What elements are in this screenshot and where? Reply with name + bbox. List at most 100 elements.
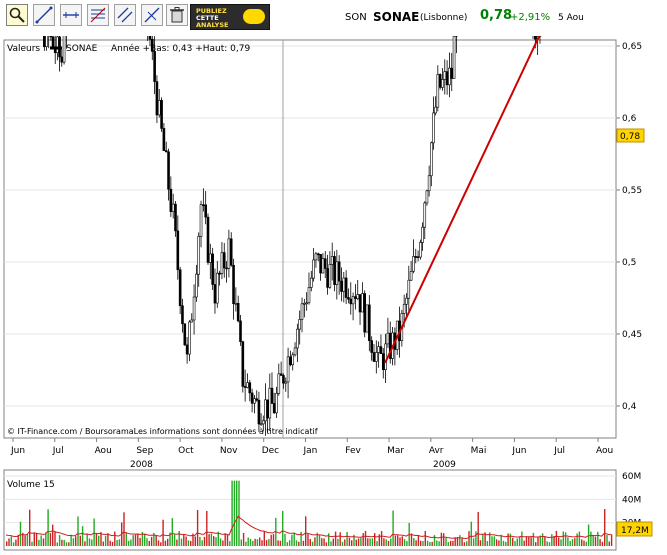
candle-body — [296, 328, 299, 349]
volume-bar — [45, 532, 47, 546]
last-volume-box — [616, 521, 653, 537]
line-icon — [35, 6, 53, 24]
candle-body — [333, 256, 336, 285]
candle-body — [259, 423, 263, 426]
candle-body — [384, 343, 387, 371]
volume-bar — [160, 542, 162, 546]
volume-bar — [116, 540, 118, 546]
volume-bar — [311, 541, 314, 546]
parallel-line-tool-button[interactable] — [114, 4, 136, 26]
candle-body — [379, 346, 383, 354]
volume-bar — [355, 539, 357, 546]
volume-bar — [369, 538, 371, 546]
candle-body — [268, 387, 272, 419]
volume-bar — [270, 534, 272, 546]
volume-bar — [512, 537, 514, 546]
candle-body — [419, 242, 422, 258]
candle-body — [344, 277, 348, 298]
candle-body — [213, 284, 217, 304]
trend-line-tool-button[interactable] — [141, 4, 163, 26]
volume-bar — [22, 532, 24, 546]
candle-body — [330, 256, 334, 265]
x-tick-label: Aou — [596, 446, 613, 456]
candle-body — [291, 354, 295, 366]
fibonacci-tool-button[interactable] — [87, 4, 109, 26]
volume-bar — [226, 535, 229, 546]
horizontal-line-tool-button[interactable] — [60, 4, 82, 26]
volume-bar — [318, 534, 321, 546]
candle-body — [450, 67, 454, 79]
volume-bar — [541, 533, 544, 546]
x-tick-label: Nov — [220, 446, 238, 456]
volume-bar — [42, 538, 45, 546]
year-label-2008: 2008 — [130, 460, 153, 470]
x-tick-label: Avr — [429, 446, 444, 456]
volume-bar — [75, 536, 77, 546]
volume-bar — [68, 542, 70, 546]
last-volume-label: 17,2M — [621, 526, 649, 536]
x-tick-label: Mai — [471, 446, 487, 456]
parallel-line-icon — [117, 7, 133, 23]
volume-bar — [530, 537, 532, 546]
volume-bar — [114, 531, 116, 546]
volume-bar — [447, 542, 449, 546]
candle-body — [441, 79, 444, 88]
quote-market: (Lisbonne) — [420, 13, 468, 23]
trendline[interactable] — [384, 0, 616, 364]
volume-bar — [238, 480, 240, 546]
volume-bar — [601, 541, 604, 546]
volume-bar — [571, 539, 574, 546]
volume-bar — [608, 541, 610, 546]
candle-body — [220, 252, 224, 274]
volume-bar — [562, 531, 564, 546]
zoom-tool-button[interactable] — [6, 4, 28, 26]
candle-body — [257, 399, 261, 425]
volume-bar — [378, 534, 380, 546]
volume-bar — [574, 538, 576, 546]
candle-body — [277, 373, 281, 394]
candle-body — [169, 188, 173, 212]
candle-body — [197, 236, 201, 275]
volume-bar — [194, 536, 196, 546]
volume-bar — [91, 539, 93, 546]
candle-body — [319, 254, 322, 274]
volume-bar — [606, 534, 608, 546]
volume-bar — [495, 539, 498, 546]
volume-bar — [346, 531, 348, 546]
candle-body — [190, 319, 194, 323]
volume-bar — [459, 535, 461, 546]
volume-bar — [144, 533, 146, 546]
volume-bar — [422, 541, 424, 546]
volume-bar — [521, 531, 523, 546]
candle-body — [402, 303, 406, 314]
delete-drawings-button[interactable] — [166, 4, 188, 26]
volume-bar — [523, 540, 525, 546]
volume-bar — [604, 509, 606, 546]
volume-bar — [77, 516, 79, 546]
candle-body — [239, 320, 242, 342]
draw-line-tool-button[interactable] — [33, 4, 55, 26]
publish-analysis-banner[interactable]: PUBLIEZ CETTE ANALYSE — [190, 4, 270, 30]
volume-bar — [484, 532, 486, 546]
volume-bar — [104, 535, 107, 546]
candle-body — [62, 33, 66, 63]
candle-body — [300, 303, 304, 320]
candle-body — [432, 112, 435, 144]
candle-body — [264, 399, 267, 422]
volume-bar — [456, 536, 459, 546]
candle-body — [293, 347, 297, 356]
volume-bar — [525, 536, 528, 546]
volume-bar — [81, 526, 84, 546]
volume-bar — [134, 534, 137, 546]
volume-bar — [475, 531, 477, 546]
candle-body — [227, 238, 231, 269]
volume-bar — [98, 535, 100, 546]
volume-bar — [461, 538, 463, 546]
volume-bar — [328, 533, 330, 546]
volume-bar — [141, 531, 144, 546]
candle-body — [314, 253, 318, 261]
volume-bar — [229, 541, 231, 546]
x-tick-label: Fev — [345, 446, 361, 456]
candle-body — [312, 259, 315, 279]
candle-body — [157, 100, 161, 116]
